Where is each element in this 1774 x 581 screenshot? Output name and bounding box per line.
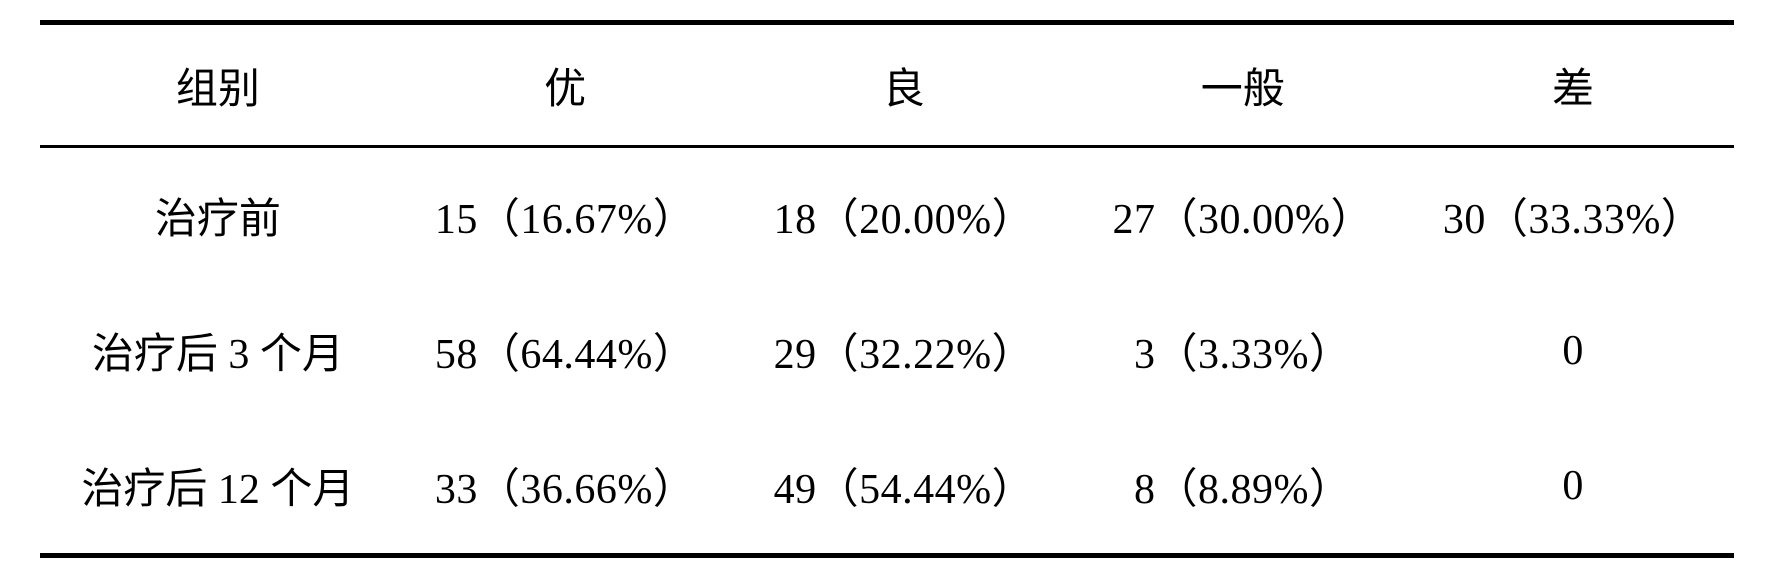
cell-value: 29（32.22%）: [735, 283, 1074, 418]
table-row: 治疗后 3 个月 58（64.44%） 29（32.22%） 3（3.33%） …: [40, 283, 1734, 418]
table-header-row: 组别 优 良 一般 差: [40, 23, 1734, 147]
col-header-poor: 差: [1412, 23, 1734, 147]
table-row: 治疗后 12 个月 33（36.66%） 49（54.44%） 8（8.89%）…: [40, 418, 1734, 556]
cell-group-label: 治疗前: [40, 147, 396, 284]
table-row: 治疗前 15（16.67%） 18（20.00%） 27（30.00%） 30（…: [40, 147, 1734, 284]
cell-value: 33（36.66%）: [396, 418, 735, 556]
data-table: 组别 优 良 一般 差 治疗前 15（16.67%） 18（20.00%） 27…: [40, 20, 1734, 558]
cell-value: 27（30.00%）: [1073, 147, 1412, 284]
cell-group-label: 治疗后 12 个月: [40, 418, 396, 556]
cell-value: 15（16.67%）: [396, 147, 735, 284]
cell-value: 0: [1412, 418, 1734, 556]
cell-value: 49（54.44%）: [735, 418, 1074, 556]
cell-value: 18（20.00%）: [735, 147, 1074, 284]
cell-group-label: 治疗后 3 个月: [40, 283, 396, 418]
col-header-good: 良: [735, 23, 1074, 147]
cell-value: 58（64.44%）: [396, 283, 735, 418]
cell-value: 8（8.89%）: [1073, 418, 1412, 556]
cell-value: 3（3.33%）: [1073, 283, 1412, 418]
cell-value: 30（33.33%）: [1412, 147, 1734, 284]
col-header-group: 组别: [40, 23, 396, 147]
col-header-excellent: 优: [396, 23, 735, 147]
cell-value: 0: [1412, 283, 1734, 418]
table-container: 组别 优 良 一般 差 治疗前 15（16.67%） 18（20.00%） 27…: [0, 0, 1774, 581]
col-header-fair: 一般: [1073, 23, 1412, 147]
